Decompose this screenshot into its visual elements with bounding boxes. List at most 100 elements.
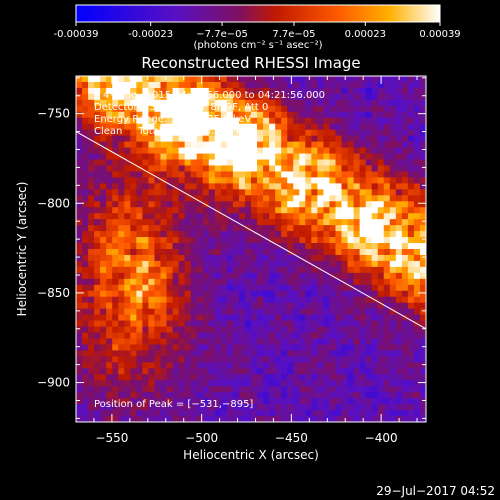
heatmap-cell [311,87,318,95]
heatmap-cell [275,320,282,328]
heatmap-cell [238,308,246,316]
heatmap-cell [269,147,276,155]
heatmap-cell [130,159,137,167]
heatmap-cell [281,183,288,190]
heatmap-cell [299,153,306,161]
heatmap-cell [395,350,403,357]
heatmap-cell [244,249,252,256]
heatmap-cell [112,105,119,113]
heatmap-cell [148,362,156,369]
heatmap-cell [196,356,204,363]
heatmap-cell [353,302,361,310]
heatmap-cell [263,350,270,357]
heatmap-cell [142,183,150,190]
heatmap-cell [232,165,240,173]
heatmap-cell [232,368,240,375]
heatmap-cell [329,225,337,232]
heatmap-cell [130,76,137,83]
heatmap-cell [269,260,276,268]
heatmap-cell [118,338,125,346]
heatmap-cell [196,87,204,95]
heatmap-cell [383,123,391,131]
heatmap-cell [190,243,198,250]
heatmap-cell [202,326,210,334]
heatmap-cell [263,320,270,328]
heatmap-cell [130,195,137,202]
heatmap-cell [142,398,150,405]
heatmap-cell [124,183,131,190]
heatmap-cell [347,81,355,89]
heatmap-cell [208,111,216,119]
heatmap-cell [196,129,204,137]
heatmap-cell [395,207,403,214]
heatmap-cell [383,314,391,322]
heatmap-cell [208,350,216,357]
heatmap-cell [419,350,426,357]
heatmap-cell [76,183,83,190]
heatmap-cell [100,171,107,179]
heatmap-cell [401,272,409,280]
heatmap-cell [389,147,397,155]
heatmap-cell [413,302,421,310]
heatmap-cell [94,260,101,268]
heatmap-cell [365,243,373,250]
heatmap-cell [353,117,361,125]
heatmap-cell [311,76,318,83]
heatmap-cell [347,326,355,334]
heatmap-cell [395,111,403,119]
heatmap-cell [154,416,162,422]
heatmap-cell [353,99,361,107]
heatmap-cell [257,213,264,220]
heatmap-cell [419,362,426,369]
heatmap-cell [395,147,403,155]
heatmap-cell [148,237,156,244]
heatmap-cell [76,284,83,292]
heatmap-cell [371,183,379,190]
heatmap-cell [244,117,252,125]
heatmap-cell [413,290,421,298]
heatmap-cell [359,117,367,125]
heatmap-cell [190,296,198,304]
heatmap-cell [293,81,300,89]
heatmap-cell [353,183,361,190]
heatmap-cell [100,87,107,95]
heatmap-cell [88,141,95,149]
heatmap-cell [178,278,186,286]
heatmap-cell [112,356,119,363]
heatmap-cell [293,266,300,274]
heatmap-cell [118,260,125,268]
heatmap-cell [214,117,222,125]
heatmap-cell [124,117,131,125]
heatmap-cell [106,332,113,340]
heatmap-cell [178,219,186,226]
heatmap-cell [130,183,137,190]
heatmap-cell [148,374,156,381]
heatmap-cell [389,99,397,107]
heatmap-cell [407,332,415,340]
heatmap-cell [160,302,168,310]
heatmap-cell [281,260,288,268]
heatmap-cell [377,231,385,238]
heatmap-cell [419,332,426,340]
heatmap-cell [208,249,216,256]
heatmap-cell [148,195,156,202]
annotation-time-range: 4−Aug−2015 04:11:56.000 to 04:21:56.000 [103,90,325,101]
heatmap-cell [226,374,234,381]
heatmap-cell [208,165,216,173]
heatmap-cell [130,314,137,322]
heatmap-cell [142,129,150,137]
heatmap-cell [184,171,192,179]
heatmap-cell [335,165,343,173]
heatmap-cell [208,314,216,322]
heatmap-cell [341,326,349,334]
heatmap-cell [293,93,300,101]
heatmap-cell [323,362,331,369]
heatmap-cell [395,386,403,393]
heatmap-cell [208,296,216,304]
heatmap-cell [341,266,349,274]
heatmap-cell [251,141,258,149]
heatmap-cell [196,296,204,304]
heatmap-cell [305,326,312,334]
heatmap-cell [317,237,325,244]
heatmap-cell [341,404,349,411]
